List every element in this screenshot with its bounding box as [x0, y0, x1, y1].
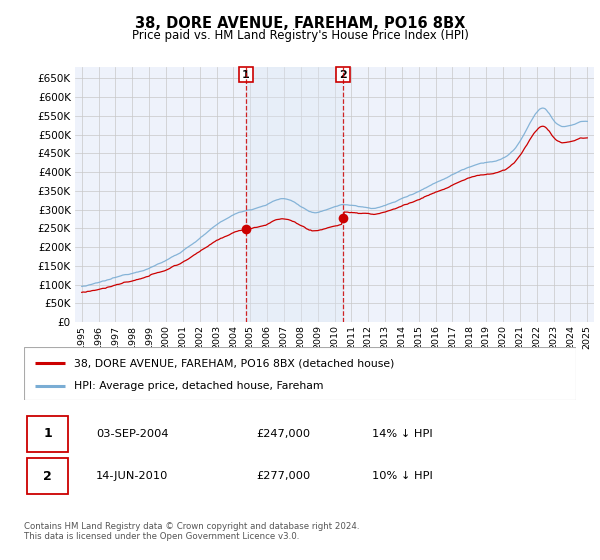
Text: Contains HM Land Registry data © Crown copyright and database right 2024.
This d: Contains HM Land Registry data © Crown c… — [24, 522, 359, 542]
Text: 14-JUN-2010: 14-JUN-2010 — [96, 472, 168, 481]
Text: 2: 2 — [43, 470, 52, 483]
FancyBboxPatch shape — [27, 458, 68, 494]
FancyBboxPatch shape — [24, 347, 576, 400]
Text: 1: 1 — [43, 427, 52, 440]
Text: HPI: Average price, detached house, Fareham: HPI: Average price, detached house, Fare… — [74, 380, 323, 390]
FancyBboxPatch shape — [27, 416, 68, 452]
Bar — [246, 67, 343, 322]
Text: 38, DORE AVENUE, FAREHAM, PO16 8BX (detached house): 38, DORE AVENUE, FAREHAM, PO16 8BX (deta… — [74, 358, 394, 368]
Text: 2: 2 — [339, 69, 347, 80]
Text: Price paid vs. HM Land Registry's House Price Index (HPI): Price paid vs. HM Land Registry's House … — [131, 29, 469, 42]
Text: 03-SEP-2004: 03-SEP-2004 — [96, 429, 168, 438]
Text: 14% ↓ HPI: 14% ↓ HPI — [372, 429, 433, 438]
Text: 38, DORE AVENUE, FAREHAM, PO16 8BX: 38, DORE AVENUE, FAREHAM, PO16 8BX — [135, 16, 465, 31]
Text: £277,000: £277,000 — [256, 472, 310, 481]
Text: £247,000: £247,000 — [256, 429, 310, 438]
Text: 1: 1 — [242, 69, 250, 80]
Text: 10% ↓ HPI: 10% ↓ HPI — [372, 472, 433, 481]
